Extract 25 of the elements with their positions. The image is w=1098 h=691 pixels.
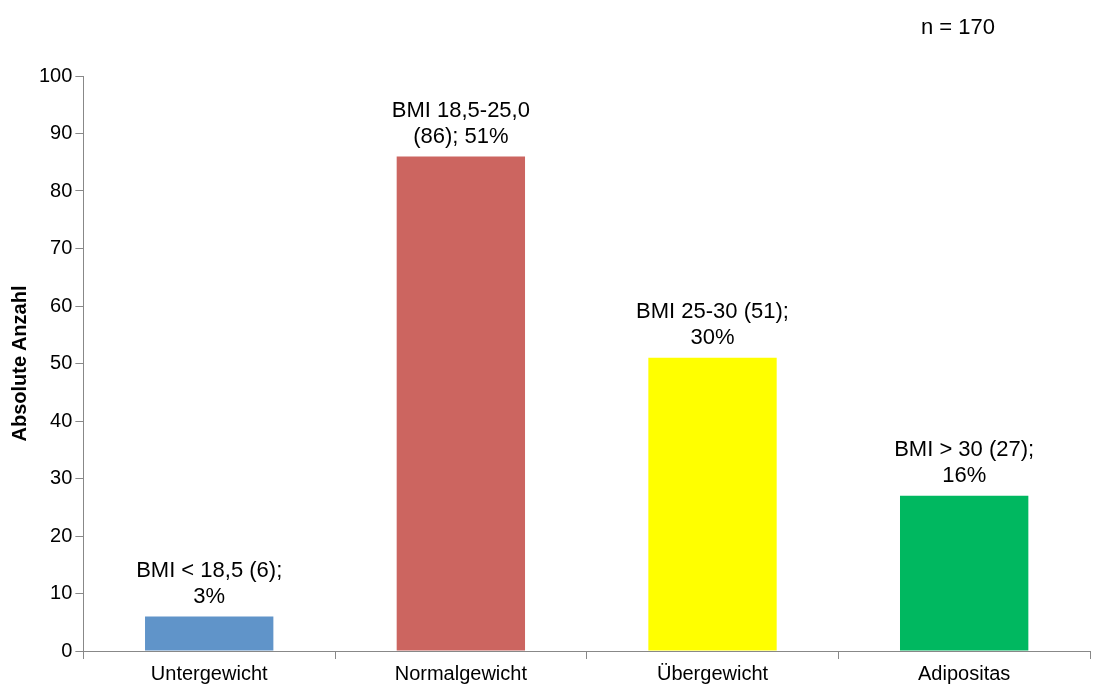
bar — [396, 156, 526, 651]
x-tick-label: Untergewicht — [150, 661, 268, 684]
data-label: BMI > 30 (27); 16% — [894, 435, 1035, 487]
y-tick-label: 90 — [50, 121, 73, 144]
y-axis-title: Absolute Anzahl — [7, 285, 30, 442]
y-tick-label: 60 — [50, 293, 73, 316]
bar — [900, 495, 1029, 651]
data-label: BMI < 18,5 (6); 3% — [136, 556, 283, 608]
text: n = 170 — [920, 14, 996, 39]
data-label: BMI 18,5-25,0 (86); 51% — [391, 96, 530, 148]
y-tick-label: 70 — [50, 236, 73, 259]
bar — [648, 357, 777, 651]
y-tick-label: 40 — [50, 408, 73, 431]
y-tick-label: 0 — [61, 638, 73, 661]
data-label: BMI 25-30 (51); 30% — [636, 297, 789, 349]
y-tick-label: 50 — [50, 351, 73, 374]
x-tick-label: Adipositas — [918, 661, 1011, 684]
y-tick-label: 30 — [50, 466, 73, 489]
bar — [145, 616, 274, 651]
y-tick-label: 80 — [50, 178, 73, 201]
x-tick-label: Normalgewicht — [394, 661, 528, 684]
y-tick-label: 20 — [50, 523, 73, 546]
x-tick-label: Übergewicht — [656, 661, 769, 684]
y-tick-label: 100 — [38, 63, 73, 86]
y-tick-label: 10 — [50, 581, 73, 604]
